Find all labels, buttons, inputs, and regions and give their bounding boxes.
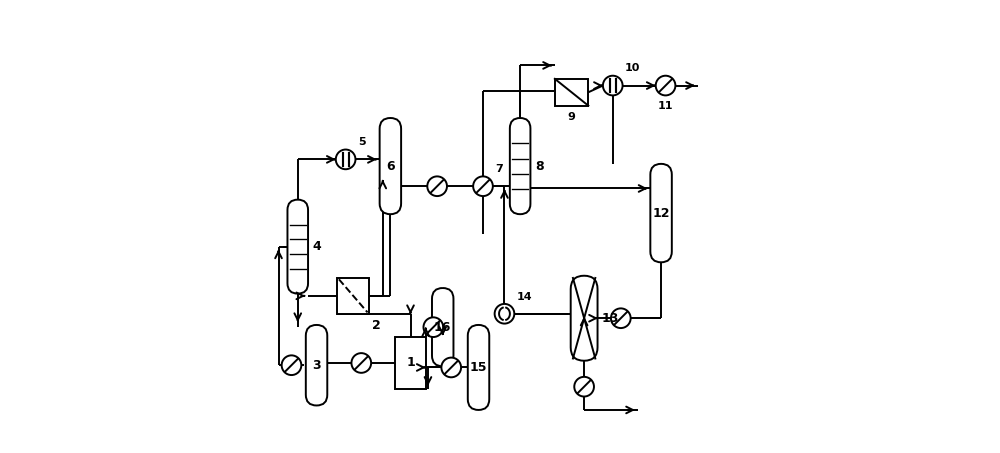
Text: 11: 11 [658,101,673,111]
FancyBboxPatch shape [571,276,598,361]
Text: 10: 10 [625,63,640,73]
Text: 16: 16 [434,321,451,334]
Circle shape [473,176,493,196]
Text: 5: 5 [358,137,365,147]
Circle shape [441,357,461,377]
Circle shape [603,76,623,96]
Text: 4: 4 [313,240,321,253]
Text: 1: 1 [406,357,415,370]
Text: 2: 2 [372,318,380,332]
Text: 14: 14 [517,292,532,302]
FancyBboxPatch shape [650,164,672,262]
Text: 6: 6 [386,159,395,173]
Circle shape [427,176,447,196]
Circle shape [611,308,631,328]
Circle shape [656,76,675,96]
FancyBboxPatch shape [306,325,327,405]
FancyBboxPatch shape [432,288,453,366]
Text: 3: 3 [312,359,321,372]
Text: 7: 7 [495,164,503,174]
Bar [337,278,369,314]
Text: 13: 13 [602,312,619,325]
Bar [555,79,588,106]
FancyBboxPatch shape [287,200,308,294]
FancyBboxPatch shape [510,118,530,214]
Text: 15: 15 [470,361,487,374]
Circle shape [351,353,371,373]
Bar [395,337,426,389]
FancyBboxPatch shape [468,325,489,410]
Circle shape [574,377,594,396]
Text: 8: 8 [535,159,544,173]
Text: 12: 12 [652,207,670,220]
Circle shape [495,304,514,323]
Text: 9: 9 [568,112,576,122]
Circle shape [282,355,301,375]
Circle shape [423,318,443,337]
Circle shape [336,149,355,169]
FancyBboxPatch shape [380,118,401,214]
